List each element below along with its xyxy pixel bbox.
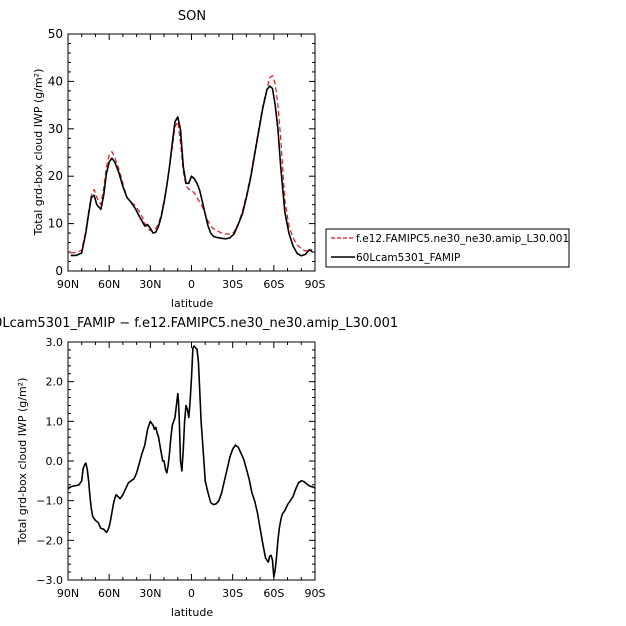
bottom-chart-title: 60Lcam5301_FAMIP − f.e12.FAMIPC5.ne30_ne…: [0, 316, 398, 331]
bottom-y-tick-label: 2.0: [46, 376, 64, 389]
top-x-tick-label: 60S: [263, 278, 284, 291]
top-chart-legend: f.e12.FAMIPC5.ne30_ne30.amip_L30.001 60L…: [325, 228, 570, 268]
bottom-x-tick-label: 60S: [263, 587, 284, 600]
bottom-x-tick-label: 30N: [139, 587, 161, 600]
top-x-tick-label: 60N: [98, 278, 120, 291]
top-y-tick-label: 40: [48, 74, 63, 88]
legend-label-solid: 60Lcam5301_FAMIP: [356, 252, 460, 264]
bottom-y-tick-label: 3.0: [46, 336, 64, 349]
top-chart-ylabel: Total grd-box cloud IWP (g/m²): [32, 69, 45, 237]
legend-box: [325, 228, 570, 268]
top-x-tick-label: 90S: [305, 278, 326, 291]
top-panel: SON Total grd-box cloud IWP (g/m²) latit…: [32, 9, 326, 310]
bottom-x-tick-label: 0: [188, 587, 195, 600]
bottom-y-tick-label: 0.0: [46, 455, 64, 468]
bottom-panel: 60Lcam5301_FAMIP − f.e12.FAMIPC5.ne30_ne…: [0, 316, 398, 619]
bottom-y-tick-label: 1.0: [46, 415, 64, 428]
top-y-tick-label: 0: [55, 264, 63, 278]
top-y-tick-label: 50: [48, 27, 63, 41]
bottom-chart-ylabel: Total grd-box cloud IWP (g/m²): [16, 378, 29, 546]
top-chart-ticks: 90N 60N 30N 0 30S 60S 90S 0 10 20 30 40 50: [48, 27, 326, 291]
bottom-x-tick-label: 30S: [222, 587, 243, 600]
bottom-y-tick-label: −2.0: [36, 534, 63, 547]
bottom-chart-series: [67, 345, 316, 578]
bottom-series-solid-line: [67, 345, 316, 578]
top-chart-plot-frame: [67, 33, 316, 272]
top-chart-title: SON: [178, 9, 206, 24]
bottom-chart-xlabel: latitude: [171, 606, 213, 619]
top-y-tick-label: 10: [48, 217, 63, 231]
top-chart-series: [70, 75, 313, 257]
top-y-tick-label: 30: [48, 122, 63, 136]
legend-label-dashed: f.e12.FAMIPC5.ne30_ne30.amip_L30.001: [356, 233, 569, 245]
bottom-y-tick-label: −3.0: [36, 574, 63, 587]
top-series-solid-line: [70, 85, 313, 257]
top-x-tick-label: 30S: [222, 278, 243, 291]
bottom-x-tick-label: 90S: [305, 587, 326, 600]
top-x-tick-label: 90N: [57, 278, 79, 291]
top-x-tick-label: 0: [188, 278, 195, 291]
bottom-chart-plot-frame: [67, 341, 316, 581]
bottom-x-tick-label: 90N: [57, 587, 79, 600]
top-x-tick-label: 30N: [139, 278, 161, 291]
bottom-y-tick-label: −1.0: [36, 495, 63, 508]
top-y-tick-label: 20: [48, 169, 63, 183]
bottom-x-tick-label: 60N: [98, 587, 120, 600]
top-chart-xlabel: latitude: [171, 297, 213, 310]
top-series-dashed-line: [70, 75, 313, 254]
